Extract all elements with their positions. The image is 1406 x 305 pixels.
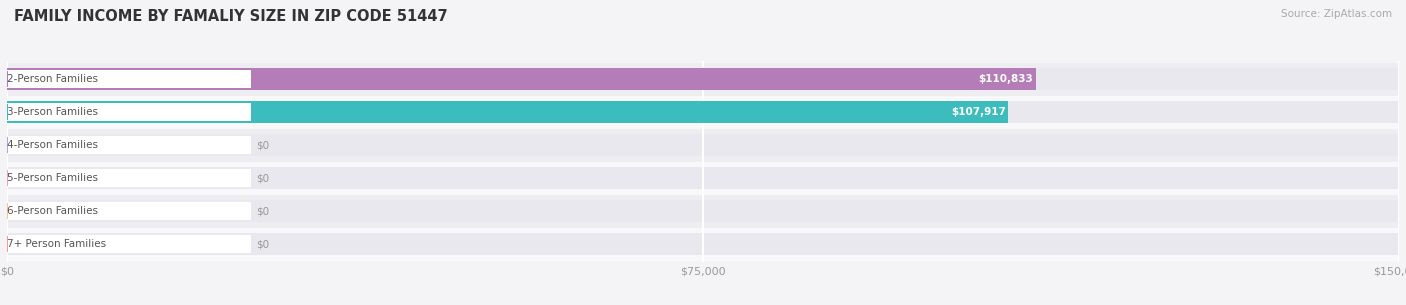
Text: 3-Person Families: 3-Person Families xyxy=(7,107,98,117)
Bar xyxy=(7,167,1399,189)
Bar xyxy=(7,63,1399,96)
Text: $0: $0 xyxy=(256,173,270,183)
Text: 5-Person Families: 5-Person Families xyxy=(7,173,98,183)
Text: $0: $0 xyxy=(256,239,270,249)
Bar xyxy=(7,68,1399,90)
Bar xyxy=(7,129,1399,162)
Bar xyxy=(7,96,1399,129)
Bar xyxy=(7,134,1399,156)
Bar xyxy=(7,70,250,88)
Text: 2-Person Families: 2-Person Families xyxy=(7,74,98,84)
Bar xyxy=(7,162,1399,195)
Bar xyxy=(7,169,250,187)
Bar xyxy=(7,101,1008,123)
Bar xyxy=(7,103,250,121)
Bar xyxy=(7,235,250,253)
Text: 4-Person Families: 4-Person Families xyxy=(7,140,98,150)
Bar xyxy=(7,195,1399,228)
Bar xyxy=(7,200,1399,222)
Text: $107,917: $107,917 xyxy=(950,107,1005,117)
Text: 6-Person Families: 6-Person Families xyxy=(7,206,98,216)
Bar xyxy=(7,202,250,220)
Text: Source: ZipAtlas.com: Source: ZipAtlas.com xyxy=(1281,9,1392,19)
Bar xyxy=(7,68,1035,90)
Bar xyxy=(7,228,1399,261)
Text: $0: $0 xyxy=(256,140,270,150)
Text: FAMILY INCOME BY FAMALIY SIZE IN ZIP CODE 51447: FAMILY INCOME BY FAMALIY SIZE IN ZIP COD… xyxy=(14,9,447,24)
Bar xyxy=(7,101,1399,123)
Bar xyxy=(7,233,1399,255)
Bar xyxy=(7,136,250,154)
Text: $110,833: $110,833 xyxy=(979,74,1033,84)
Text: 7+ Person Families: 7+ Person Families xyxy=(7,239,107,249)
Text: $0: $0 xyxy=(256,206,270,216)
